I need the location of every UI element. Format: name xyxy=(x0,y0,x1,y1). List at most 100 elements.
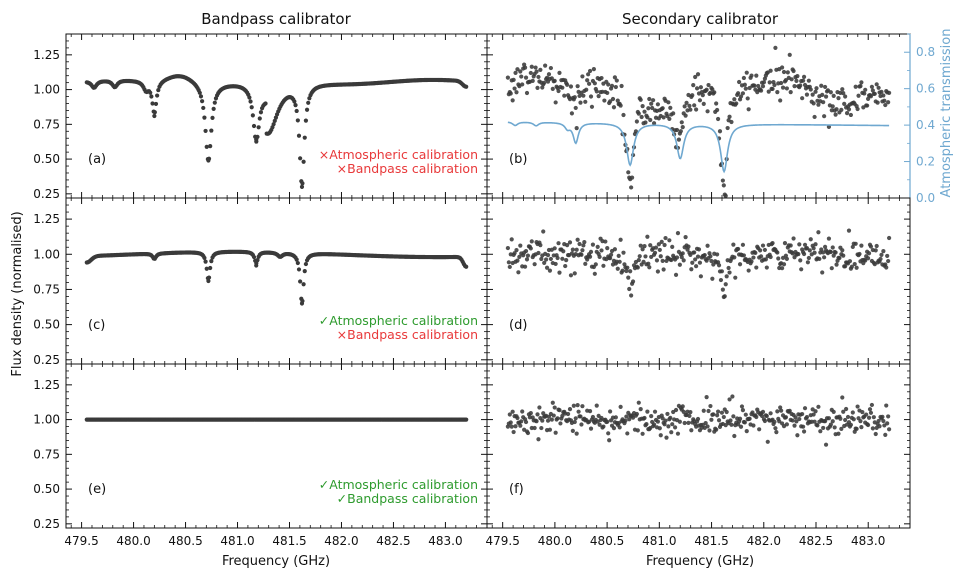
data-point xyxy=(859,243,864,248)
panel-label: (a) xyxy=(88,152,106,167)
data-point xyxy=(783,78,789,83)
data-point xyxy=(801,74,807,79)
data-point xyxy=(801,429,807,434)
data-point xyxy=(670,244,675,249)
data-point xyxy=(846,228,852,233)
data-point xyxy=(865,96,871,102)
data-point xyxy=(464,417,469,422)
data-point xyxy=(211,106,216,111)
data-point xyxy=(754,414,759,420)
data-point xyxy=(518,243,523,248)
data-point xyxy=(523,248,529,254)
data-point xyxy=(874,82,879,87)
data-point xyxy=(579,422,584,427)
data-point xyxy=(847,259,853,264)
data-point xyxy=(768,411,773,416)
data-point xyxy=(682,104,687,109)
data-point xyxy=(751,423,756,428)
data-point xyxy=(830,245,835,250)
data-point xyxy=(507,412,512,417)
data-point xyxy=(509,424,514,429)
data-point xyxy=(820,92,825,97)
y-tick-label: 0.25 xyxy=(33,353,60,367)
data-point xyxy=(730,394,735,399)
data-point xyxy=(648,243,653,248)
data-point xyxy=(204,144,209,149)
data-point xyxy=(791,68,796,74)
data-point xyxy=(801,251,807,257)
data-point xyxy=(536,437,541,442)
data-point xyxy=(695,72,701,77)
data-point xyxy=(657,247,662,253)
data-point xyxy=(758,248,763,253)
data-point xyxy=(538,243,543,248)
panel-a: 0.25 0.50 0.75 1.00 1.25 (a) ×Atmospheric cali… xyxy=(33,33,488,201)
data-point xyxy=(506,260,511,265)
data-point xyxy=(618,237,623,242)
y-tick-label: 0.75 xyxy=(33,447,60,461)
data-point xyxy=(580,404,585,409)
data-point xyxy=(865,256,871,261)
data-point xyxy=(251,123,257,129)
data-point xyxy=(780,85,786,90)
data-point xyxy=(757,427,762,432)
data-point xyxy=(741,253,746,258)
data-point xyxy=(541,229,546,234)
data-point xyxy=(553,430,558,435)
status-pass-atmospheric: ✓Atmospheric calibration xyxy=(319,313,478,328)
data-point xyxy=(864,412,869,417)
data-point xyxy=(715,252,720,257)
data-point xyxy=(876,85,881,90)
data-point xyxy=(643,254,648,259)
data-point xyxy=(678,129,683,134)
data-point xyxy=(204,266,209,271)
data-point xyxy=(651,121,657,126)
data-point xyxy=(584,87,589,92)
data-point xyxy=(839,426,844,432)
data-point xyxy=(593,262,598,267)
y-tick-label: 0.50 xyxy=(33,152,60,166)
data-point xyxy=(608,99,613,104)
data-point xyxy=(801,424,806,429)
data-point xyxy=(532,425,537,431)
data-point xyxy=(515,258,520,263)
data-point xyxy=(561,249,566,254)
data-point xyxy=(681,409,686,414)
data-point xyxy=(607,438,612,443)
data-point xyxy=(691,82,696,88)
data-point xyxy=(702,252,707,258)
x-tick-label: 482.0 xyxy=(747,534,781,548)
data-point xyxy=(712,90,717,95)
data-point xyxy=(649,254,654,260)
data-point xyxy=(652,409,658,414)
data-point xyxy=(734,101,739,106)
data-point xyxy=(832,425,837,430)
data-point xyxy=(852,261,857,267)
data-point xyxy=(550,86,555,92)
data-point xyxy=(574,431,579,436)
data-point xyxy=(841,253,846,258)
data-point xyxy=(744,428,749,434)
data-point xyxy=(780,266,785,271)
data-point xyxy=(510,98,515,103)
data-point xyxy=(715,413,720,418)
panel-label: (f) xyxy=(509,482,524,497)
data-point xyxy=(722,294,727,299)
data-point xyxy=(592,271,597,276)
data-point xyxy=(683,235,688,240)
data-point xyxy=(785,70,790,75)
data-point xyxy=(715,116,721,122)
data-point xyxy=(298,156,303,161)
data-point xyxy=(705,109,710,114)
data-point xyxy=(826,416,832,421)
data-point xyxy=(592,81,597,86)
data-point xyxy=(660,106,665,111)
data-point xyxy=(296,267,302,272)
data-point xyxy=(542,260,547,265)
data-point xyxy=(728,418,733,423)
data-point xyxy=(723,193,728,199)
data-point xyxy=(792,84,797,89)
data-point xyxy=(595,244,600,249)
data-point xyxy=(618,404,623,409)
data-point xyxy=(655,102,660,107)
